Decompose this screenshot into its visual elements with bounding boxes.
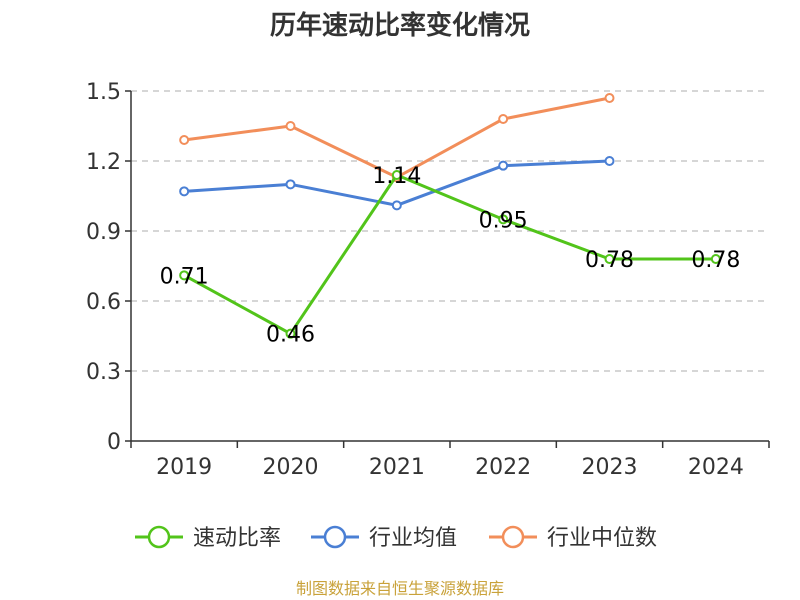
series-1-point-2022 xyxy=(498,160,509,171)
y-tick-label-0: 0 xyxy=(107,430,121,455)
series-1-point-2021 xyxy=(391,200,402,211)
legend-marker-2 xyxy=(501,525,525,549)
y-tick-label-1: 0.3 xyxy=(86,360,121,385)
x-tick-label-2021: 2021 xyxy=(369,455,425,480)
legend-label-0: 速动比率 xyxy=(193,526,281,551)
data-label-2023: 0.78 xyxy=(585,248,634,273)
x-tick-label-2024: 2024 xyxy=(688,455,744,480)
y-tick-label-5: 1.5 xyxy=(86,80,121,105)
series xyxy=(179,93,721,339)
series-0-point-2021 xyxy=(391,170,402,180)
y-tick-label-3: 0.9 xyxy=(86,220,121,245)
source-note: 制图数据来自恒生聚源数据库 xyxy=(296,579,504,598)
x-tick-label-2020: 2020 xyxy=(263,455,319,480)
legend-marker-1 xyxy=(323,525,347,549)
series-0-point-2023 xyxy=(604,254,615,264)
series-line-0 xyxy=(183,173,716,336)
data-label-2019: 0.71 xyxy=(160,264,209,289)
y-tick-label-4: 1.2 xyxy=(86,150,121,175)
series-0-point-2019 xyxy=(179,270,190,281)
legend: 速动比率 行业均值 行业中位数 xyxy=(135,525,657,551)
data-label-2022: 0.95 xyxy=(479,208,528,233)
legend-marker-0 xyxy=(147,525,171,549)
series-2-point-2019 xyxy=(179,135,190,145)
series-1-point-2019 xyxy=(179,186,190,197)
x-tick-label-2019: 2019 xyxy=(156,455,212,480)
axes: 0 0.3 0.6 0.9 1.2 1.5 2019 2020 2021 2022 2023 2024 xyxy=(86,80,770,480)
legend-label-2: 行业中位数 xyxy=(547,526,657,551)
x-tick-label-2023: 2023 xyxy=(582,455,638,480)
series-2-point-2020 xyxy=(285,121,296,131)
series-0-point-2022 xyxy=(498,214,509,225)
series-0-point-2020 xyxy=(285,328,296,339)
y-tick-label-2: 0.6 xyxy=(86,290,121,315)
data-label-2020: 0.46 xyxy=(266,323,315,348)
chart-title: 历年速动比率变化情况 xyxy=(270,10,530,41)
series-1-point-2020 xyxy=(285,179,296,190)
series-2-point-2022 xyxy=(498,114,509,124)
grid xyxy=(131,90,769,372)
legend-label-1: 行业均值 xyxy=(369,526,457,551)
series-0-point-2024 xyxy=(710,254,721,264)
x-tick-label-2022: 2022 xyxy=(475,455,531,480)
data-label-2024: 0.78 xyxy=(691,248,740,273)
data-labels: 0.71 0.46 1.14 0.95 0.78 0.78 xyxy=(160,164,741,348)
data-label-2021: 1.14 xyxy=(372,164,421,189)
series-2-point-2023 xyxy=(604,93,615,103)
series-1-point-2023 xyxy=(604,156,615,166)
